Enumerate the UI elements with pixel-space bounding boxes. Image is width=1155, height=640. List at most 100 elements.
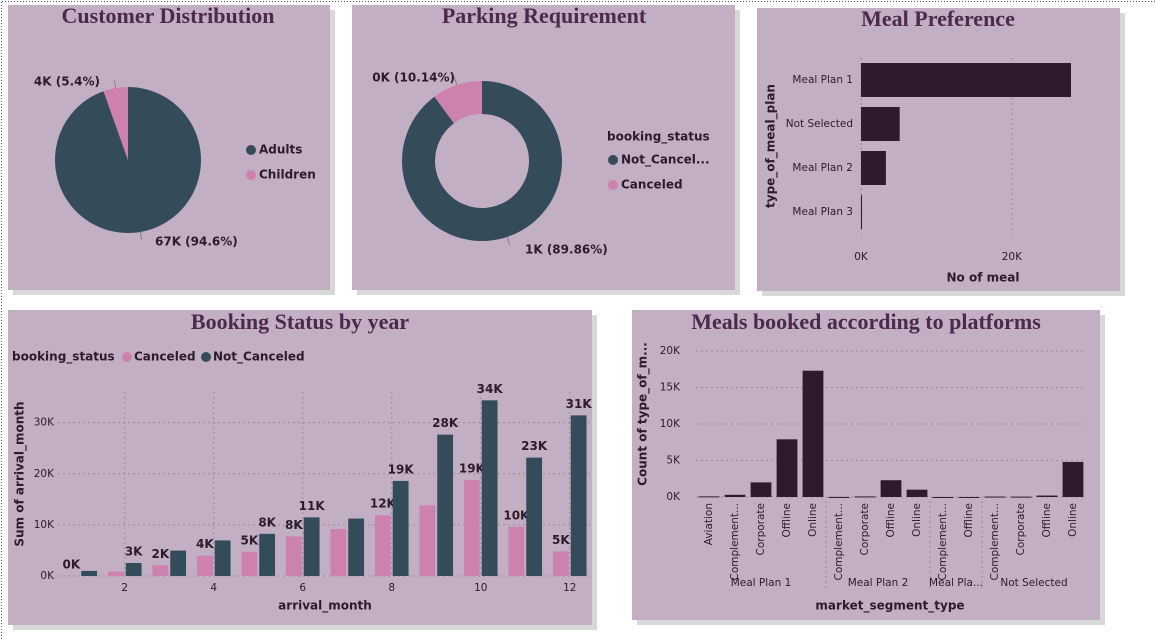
x-tick-label: Online (1067, 503, 1079, 537)
legend-label: Not_Cancel... (621, 153, 710, 168)
bar (241, 551, 258, 576)
bar (854, 496, 876, 498)
data-label: 0K (10.14%) (372, 71, 455, 85)
chart-title: Meal Preference (861, 6, 1015, 31)
bar (861, 151, 886, 185)
group-label: Meal Pla... (929, 577, 983, 589)
bar (776, 439, 798, 497)
data-label: 5K (552, 533, 570, 547)
data-label: 5K (241, 533, 259, 547)
x-tick-label: 20K (1002, 251, 1023, 263)
legend-marker (608, 155, 618, 165)
slice (55, 87, 201, 233)
data-label: 3K (867, 162, 882, 174)
data-label: 34K (477, 382, 504, 396)
bar (861, 195, 862, 229)
bar (698, 496, 720, 498)
y-tick-label: 20K (660, 345, 681, 357)
data-label: 19K (459, 461, 486, 475)
legend-marker (608, 180, 618, 190)
legend-label: Children (259, 168, 316, 182)
y-tick-label: 5K (666, 455, 681, 467)
bar (348, 518, 365, 576)
bar (552, 551, 569, 576)
bar (880, 480, 902, 497)
bar (861, 107, 900, 141)
bar (463, 479, 480, 576)
y-tick-label: Meal Plan 1 (792, 74, 853, 86)
data-label: 3K (125, 544, 143, 558)
bar (1062, 461, 1084, 497)
bar (828, 496, 850, 498)
x-tick-label: Complement... (937, 503, 949, 581)
legend-title: booking_status (607, 130, 710, 145)
chart-title: Parking Requirement (442, 3, 647, 28)
slice (402, 81, 562, 241)
bar (303, 517, 320, 576)
chart-title: Booking Status by year (191, 309, 409, 334)
group-label: Meal Plan 2 (848, 577, 909, 589)
x-tick-label: Offline (885, 503, 897, 537)
group-label: Not Selected (1000, 577, 1067, 589)
chart-title: Customer Distribution (62, 3, 275, 28)
x-tick-label: 6 (299, 582, 306, 594)
bar (214, 540, 231, 576)
x-tick-label: 0K (854, 251, 869, 263)
legend-marker (201, 352, 211, 362)
leader-line (139, 231, 143, 240)
data-label: 1K (89.86%) (525, 243, 608, 257)
bar (526, 457, 543, 576)
x-tick-label: Complement... (989, 503, 1001, 581)
bar (861, 63, 1071, 97)
data-label: ... (808, 428, 818, 440)
x-tick-label: Offline (1041, 503, 1053, 537)
x-tick-label: 2 (121, 582, 128, 594)
data-label: 8K (285, 518, 303, 532)
y-axis-title: type_of_meal_plan (764, 84, 779, 208)
legend-marker (246, 145, 256, 155)
data-label: 8K (258, 515, 276, 529)
legend-label: Canceled (621, 178, 683, 192)
y-axis-title: Count of type_of_m... (636, 342, 651, 486)
data-label: 5K (874, 118, 889, 130)
bar (1036, 495, 1058, 497)
data-label: 0K (63, 557, 81, 571)
panel (632, 310, 1100, 620)
data-label: 2K (152, 547, 170, 561)
bar (570, 415, 587, 576)
slice (434, 81, 482, 124)
bar (196, 555, 213, 576)
y-tick-label: Meal Plan 2 (792, 162, 853, 174)
x-tick-label: 8 (388, 582, 395, 594)
data-label: 23K (521, 439, 548, 453)
legend-label: Canceled (134, 350, 196, 364)
x-tick-label: Online (807, 503, 819, 537)
bar (958, 496, 980, 498)
y-tick-label: 15K (660, 382, 681, 394)
y-tick-label: 20K (34, 468, 55, 480)
data-label: ... (782, 462, 792, 474)
leader-line (453, 77, 458, 86)
bar (152, 565, 169, 576)
x-axis-title: arrival_month (278, 599, 372, 614)
bar (724, 494, 746, 497)
chart-title: Meals booked according to platforms (691, 309, 1041, 334)
panel (757, 8, 1120, 291)
x-axis-title: market_segment_type (815, 599, 964, 614)
bar (392, 480, 409, 576)
y-axis-title: Sum of arrival_month (13, 401, 28, 546)
bar (419, 505, 436, 576)
y-tick-label: 0K (666, 491, 681, 503)
legend-title: booking_status (12, 350, 115, 365)
bar (481, 400, 498, 576)
data-label: 28K (956, 74, 977, 86)
leader-line (506, 236, 511, 245)
y-tick-label: 30K (34, 417, 55, 429)
bar (125, 562, 142, 576)
legend-label: Not_Canceled (213, 350, 305, 365)
data-label: 11K (299, 499, 326, 513)
bar (170, 550, 187, 576)
y-tick-label: Meal Plan 3 (792, 206, 853, 218)
bar (81, 570, 98, 576)
bar (285, 536, 302, 576)
